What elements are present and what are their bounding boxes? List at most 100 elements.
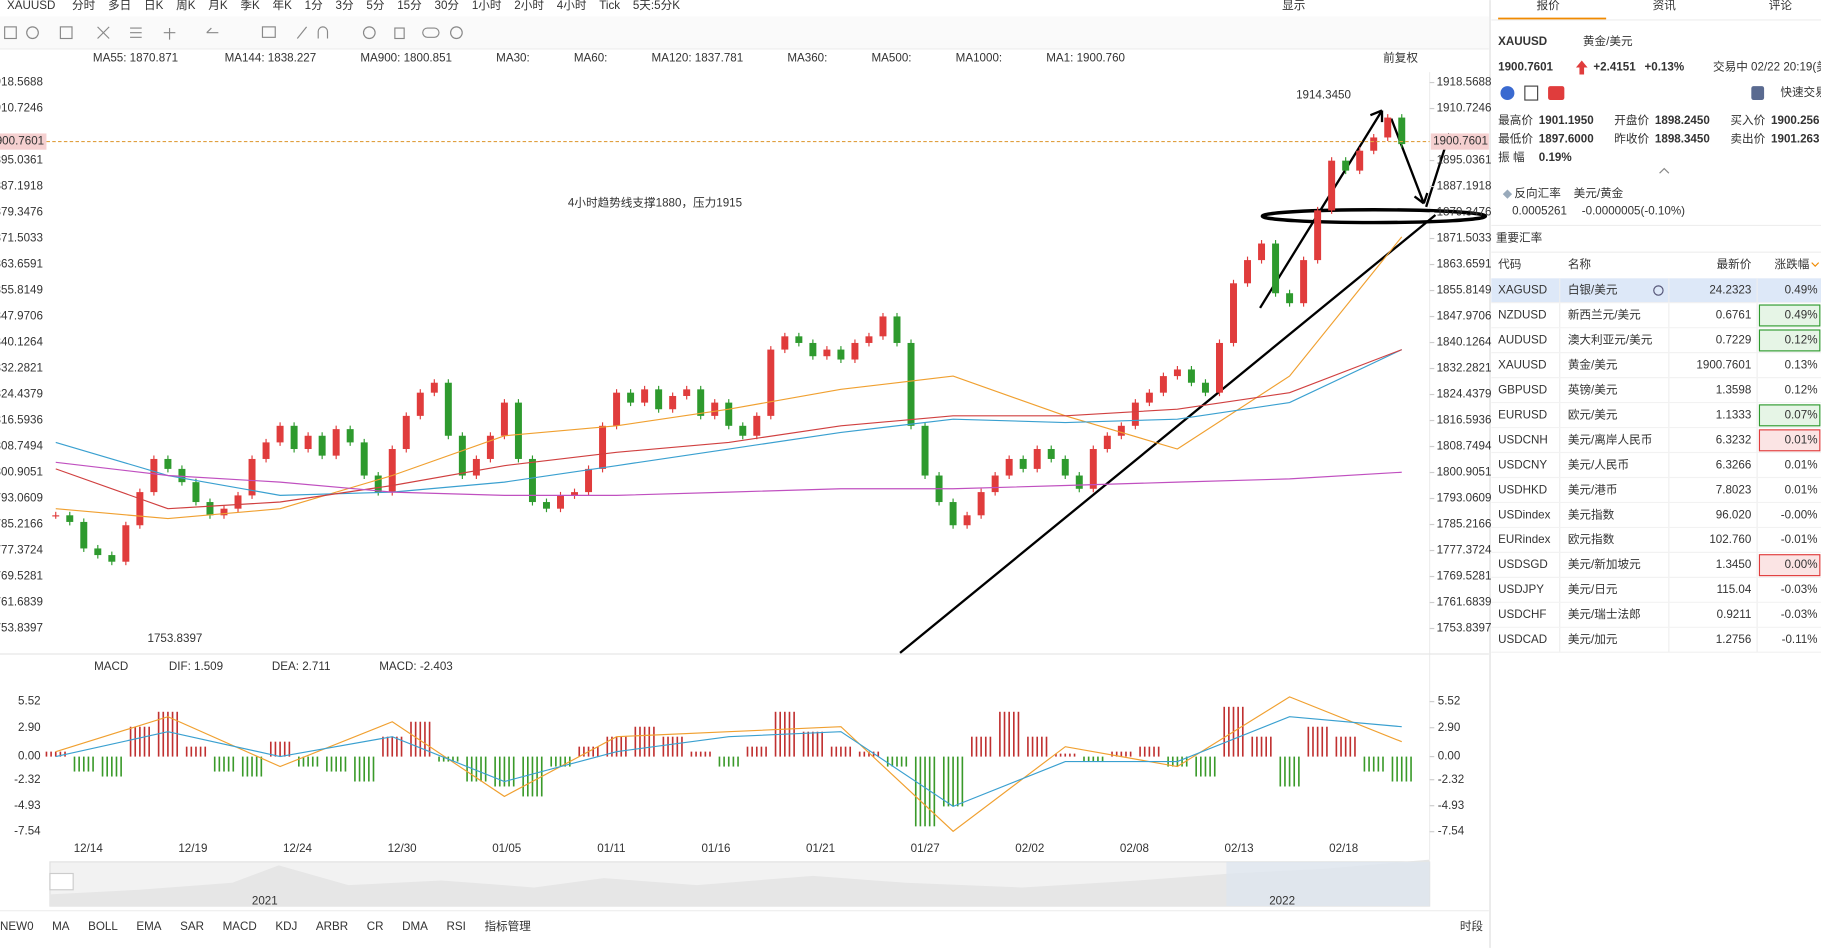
y-tick-label: 1887.1918: [1437, 180, 1492, 193]
row-code[interactable]: GBPUSD: [1498, 383, 1547, 396]
row-code[interactable]: NZDUSD: [1498, 309, 1546, 322]
row-code[interactable]: USDSGD: [1498, 558, 1548, 571]
candle: [907, 342, 915, 426]
period-tab[interactable]: Tick: [599, 0, 620, 12]
row-code[interactable]: USDCAD: [1498, 633, 1547, 646]
row-code[interactable]: XAGUSD: [1498, 284, 1547, 297]
row-code[interactable]: USDCNH: [1498, 433, 1548, 446]
column-header: 涨跌幅: [1775, 257, 1810, 271]
indicator-tab[interactable]: MA: [52, 920, 70, 933]
macd-tick-label: 0.00: [1438, 750, 1461, 763]
indicator-tab[interactable]: EMA: [136, 920, 161, 933]
up-arrow: [1575, 60, 1588, 75]
indicator-tab[interactable]: CR: [367, 920, 384, 933]
change-box: [1758, 554, 1821, 577]
navigator-handle[interactable]: [49, 872, 74, 891]
reverse-pair: 美元/黄金: [1574, 186, 1624, 200]
row-code[interactable]: XAUUSD: [1498, 358, 1546, 371]
indicator-tab[interactable]: ARBR: [316, 920, 348, 933]
adjust-button[interactable]: 前复权: [1383, 50, 1418, 64]
candle: [472, 458, 480, 476]
panel-tab[interactable]: 评论: [1769, 0, 1793, 12]
period-tab[interactable]: 季K: [240, 0, 260, 12]
candle: [234, 495, 242, 509]
candle: [1103, 435, 1111, 450]
candle: [1201, 382, 1209, 393]
stat-label: 最低价: [1498, 133, 1533, 146]
row-change: 0.01%: [1785, 458, 1818, 471]
candle: [795, 336, 803, 343]
indicator-tab[interactable]: KDJ: [275, 920, 297, 933]
row-change: -0.11%: [1782, 633, 1818, 646]
y-tick-label: 1855.8149: [1437, 284, 1492, 297]
indicator-tab[interactable]: RSI: [447, 920, 466, 933]
panel-tab[interactable]: 报价: [1536, 0, 1560, 12]
period-tab[interactable]: 30分: [435, 0, 460, 12]
panel-change-pct: +0.13%: [1644, 61, 1684, 74]
quick-trade[interactable]: 快速交易: [1780, 85, 1821, 99]
candle: [1258, 243, 1266, 261]
candle: [94, 548, 102, 556]
collapse-chevron[interactable]: [1659, 167, 1670, 174]
row-code[interactable]: AUDUSD: [1498, 334, 1547, 347]
row-code[interactable]: EURindex: [1498, 533, 1550, 546]
period-tab[interactable]: 4小时: [557, 0, 587, 12]
period-tab[interactable]: 3分: [336, 0, 354, 12]
session-button[interactable]: 时段: [1460, 919, 1484, 933]
indicator-tab[interactable]: 指标管理: [484, 919, 531, 933]
period-tab[interactable]: 年K: [273, 0, 293, 12]
indicator-tab[interactable]: SAR: [180, 920, 204, 933]
row-code[interactable]: USDCNY: [1498, 458, 1547, 471]
period-tab[interactable]: 日K: [144, 0, 164, 12]
period-tab[interactable]: 1小时: [472, 0, 502, 12]
macd-line: [55, 716, 1402, 808]
row-code[interactable]: USDindex: [1498, 508, 1550, 521]
navigator-label: 2022: [1269, 894, 1295, 907]
navigator-window[interactable]: [1226, 861, 1430, 907]
ma-legend: MA360:: [787, 51, 827, 64]
period-tab[interactable]: 1分: [305, 0, 323, 12]
row-change: 0.12%: [1785, 383, 1818, 396]
icon[interactable]: [1548, 86, 1565, 101]
period-tab[interactable]: 多日: [108, 0, 131, 12]
selected-row[interactable]: [1491, 278, 1821, 303]
icon: [1524, 85, 1539, 101]
period-tab[interactable]: 5天:5分K: [633, 0, 680, 12]
stat-label: 买入价: [1730, 114, 1765, 127]
row-name: 美元/港币: [1568, 482, 1618, 496]
period-tab[interactable]: 2小时: [514, 0, 544, 12]
display-menu[interactable]: 显示: [1282, 0, 1305, 12]
row-name: 美元/加元: [1568, 632, 1618, 646]
row-code[interactable]: USDCHF: [1498, 608, 1546, 621]
x-tick-label: 01/11: [597, 842, 625, 855]
panel-tab[interactable]: 资讯: [1653, 0, 1677, 12]
row-price: 1.3450: [1716, 558, 1752, 571]
indicator-tab[interactable]: BOLL: [88, 920, 118, 933]
period-tab[interactable]: 5分: [366, 0, 384, 12]
ma-line: [55, 461, 1402, 496]
y-tick-label-left: 1847.9706: [0, 310, 43, 323]
period-tab[interactable]: 分时: [72, 0, 96, 12]
indicator-tab[interactable]: DMA: [402, 920, 428, 933]
y-tick-label: 1800.9051: [1437, 466, 1492, 479]
y-tick-label-left: 1785.2166: [0, 518, 43, 531]
x-tick-label: 01/05: [492, 842, 521, 855]
period-tab[interactable]: 周K: [176, 0, 196, 12]
candle: [332, 429, 340, 456]
indicator-tab[interactable]: NEW0: [0, 920, 34, 933]
indicator-tab[interactable]: MACD: [223, 920, 257, 933]
period-tab[interactable]: 月K: [208, 0, 228, 12]
row-change: -0.03%: [1781, 608, 1818, 621]
row-code[interactable]: EURUSD: [1498, 408, 1547, 421]
row-code[interactable]: USDJPY: [1498, 583, 1544, 596]
watch-icon[interactable]: [1653, 285, 1664, 296]
candle: [893, 316, 901, 343]
row-code[interactable]: USDHKD: [1498, 483, 1547, 496]
row-name: 美元指数: [1568, 507, 1615, 521]
y-tick-label-left: 1800.9051: [0, 466, 43, 479]
macd-tick-label-left: 2.90: [18, 721, 41, 734]
row-change: 0.01%: [1785, 483, 1818, 496]
period-tab[interactable]: 15分: [397, 0, 422, 12]
